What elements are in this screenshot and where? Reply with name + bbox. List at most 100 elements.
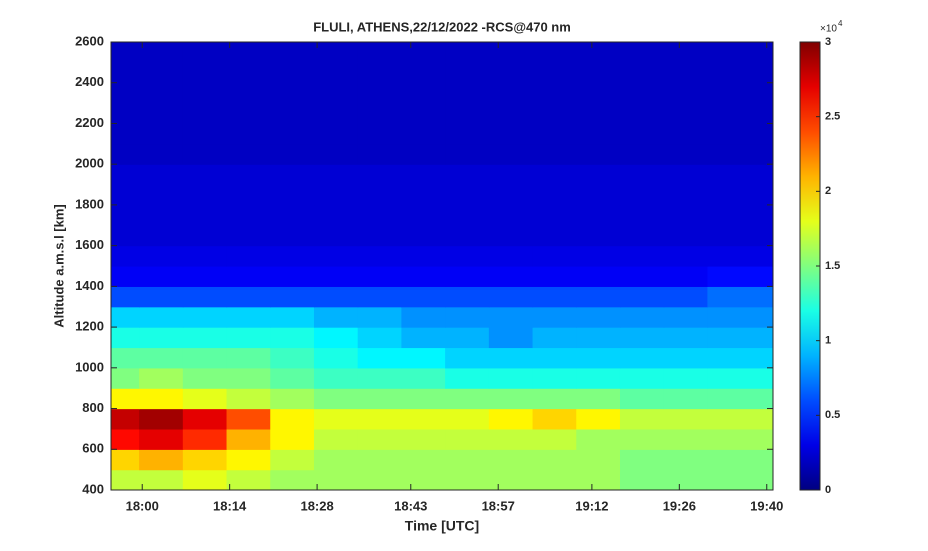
heatmap-cell: [445, 388, 490, 410]
heatmap-cell: [182, 347, 228, 369]
heatmap-cell: [111, 367, 140, 389]
heatmap-cell: [445, 367, 490, 389]
heatmap-cell: [270, 347, 315, 369]
heatmap-cell: [707, 82, 773, 104]
heatmap-cell: [226, 184, 271, 206]
colorbar-tick-label: 1.5: [825, 260, 840, 272]
heatmap-cell: [313, 42, 359, 63]
heatmap-cell: [532, 164, 577, 186]
heatmap-cell: [488, 62, 534, 84]
heatmap-cell: [182, 164, 228, 186]
colorbar-tick-label: 1: [825, 335, 831, 347]
heatmap-cell: [707, 62, 773, 84]
heatmap-cell: [313, 184, 359, 206]
heatmap-cell: [139, 306, 184, 328]
colorbar-exponent: 4: [838, 19, 843, 28]
heatmap-cell: [401, 469, 446, 490]
heatmap-cell: [270, 388, 315, 410]
heatmap-cell: [313, 449, 359, 471]
heatmap-cell: [576, 327, 621, 349]
heatmap-cell: [619, 82, 665, 104]
heatmap-cell: [111, 306, 140, 328]
heatmap-cell: [182, 103, 228, 125]
heatmap-cell: [576, 347, 621, 369]
heatmap-cell: [445, 82, 490, 104]
heatmap-cell: [111, 82, 140, 104]
heatmap-cell: [532, 245, 577, 267]
heatmap-cell: [576, 245, 621, 267]
heatmap-cell: [313, 123, 359, 145]
heatmap-cell: [313, 82, 359, 104]
heatmap-cell: [401, 367, 446, 389]
heatmap-cell: [111, 204, 140, 226]
heatmap-cell: [182, 388, 228, 410]
heatmap-cell: [357, 225, 403, 247]
heatmap-cell: [663, 143, 709, 165]
y-tick-label: 400: [82, 481, 104, 496]
heatmap-cell: [488, 82, 534, 104]
heatmap-cell: [576, 204, 621, 226]
heatmap-cell: [488, 123, 534, 145]
heatmap-cell: [532, 123, 577, 145]
heatmap-cell: [401, 327, 446, 349]
heatmap-cell: [707, 347, 773, 369]
heatmap-cell: [401, 204, 446, 226]
heatmap-cell: [401, 143, 446, 165]
heatmap-cell: [270, 103, 315, 125]
heatmap-cell: [357, 164, 403, 186]
heatmap-cell: [445, 204, 490, 226]
heatmap-cell: [139, 42, 184, 63]
heatmap-cell: [139, 62, 184, 84]
heatmap-cell: [619, 327, 665, 349]
x-tick-label: 19:40: [750, 498, 783, 513]
heatmap-cell: [619, 42, 665, 63]
heatmap-cell: [663, 306, 709, 328]
heatmap-cell: [445, 42, 490, 63]
heatmap-cell: [357, 469, 403, 490]
heatmap-cell: [707, 184, 773, 206]
heatmap-cell: [401, 266, 446, 287]
heatmap-cell: [111, 266, 140, 287]
heatmap-cell: [226, 286, 271, 308]
heatmap-cell: [663, 428, 709, 450]
heatmap-cell: [532, 347, 577, 369]
heatmap-cell: [445, 347, 490, 369]
heatmap-cell: [313, 306, 359, 328]
heatmap-cell: [445, 143, 490, 165]
heatmap-cell: [445, 286, 490, 308]
heatmap-cell: [226, 306, 271, 328]
heatmap-cell: [111, 347, 140, 369]
heatmap-cell: [401, 103, 446, 125]
heatmap-cell: [270, 42, 315, 63]
heatmap-cell: [270, 164, 315, 186]
heatmap-cell: [182, 82, 228, 104]
heatmap-cell: [226, 42, 271, 63]
heatmap-cell: [357, 388, 403, 410]
heatmap-cell: [226, 103, 271, 125]
heatmap-cell: [226, 245, 271, 267]
heatmap-cell: [182, 428, 228, 450]
heatmap-cell: [226, 367, 271, 389]
heatmap-cell: [576, 225, 621, 247]
heatmap-cell: [488, 225, 534, 247]
heatmap-cell: [707, 225, 773, 247]
heatmap-cell: [111, 286, 140, 308]
heatmap-cell: [270, 367, 315, 389]
heatmap-cell: [488, 428, 534, 450]
heatmap-cell: [445, 225, 490, 247]
heatmap-cell: [111, 62, 140, 84]
heatmap-cell: [182, 469, 228, 490]
heatmap-cell: [111, 428, 140, 450]
heatmap-cell: [576, 428, 621, 450]
heatmap-cell: [182, 306, 228, 328]
heatmap-cell: [111, 103, 140, 125]
heatmap-cell: [445, 103, 490, 125]
heatmap-cell: [139, 469, 184, 490]
heatmap-cell: [401, 408, 446, 430]
heatmap-cell: [707, 367, 773, 389]
heatmap-cell: [139, 327, 184, 349]
heatmap-cell: [226, 469, 271, 490]
plot-frame: [110, 41, 774, 491]
heatmap-cell: [445, 469, 490, 490]
heatmap-cell: [270, 62, 315, 84]
